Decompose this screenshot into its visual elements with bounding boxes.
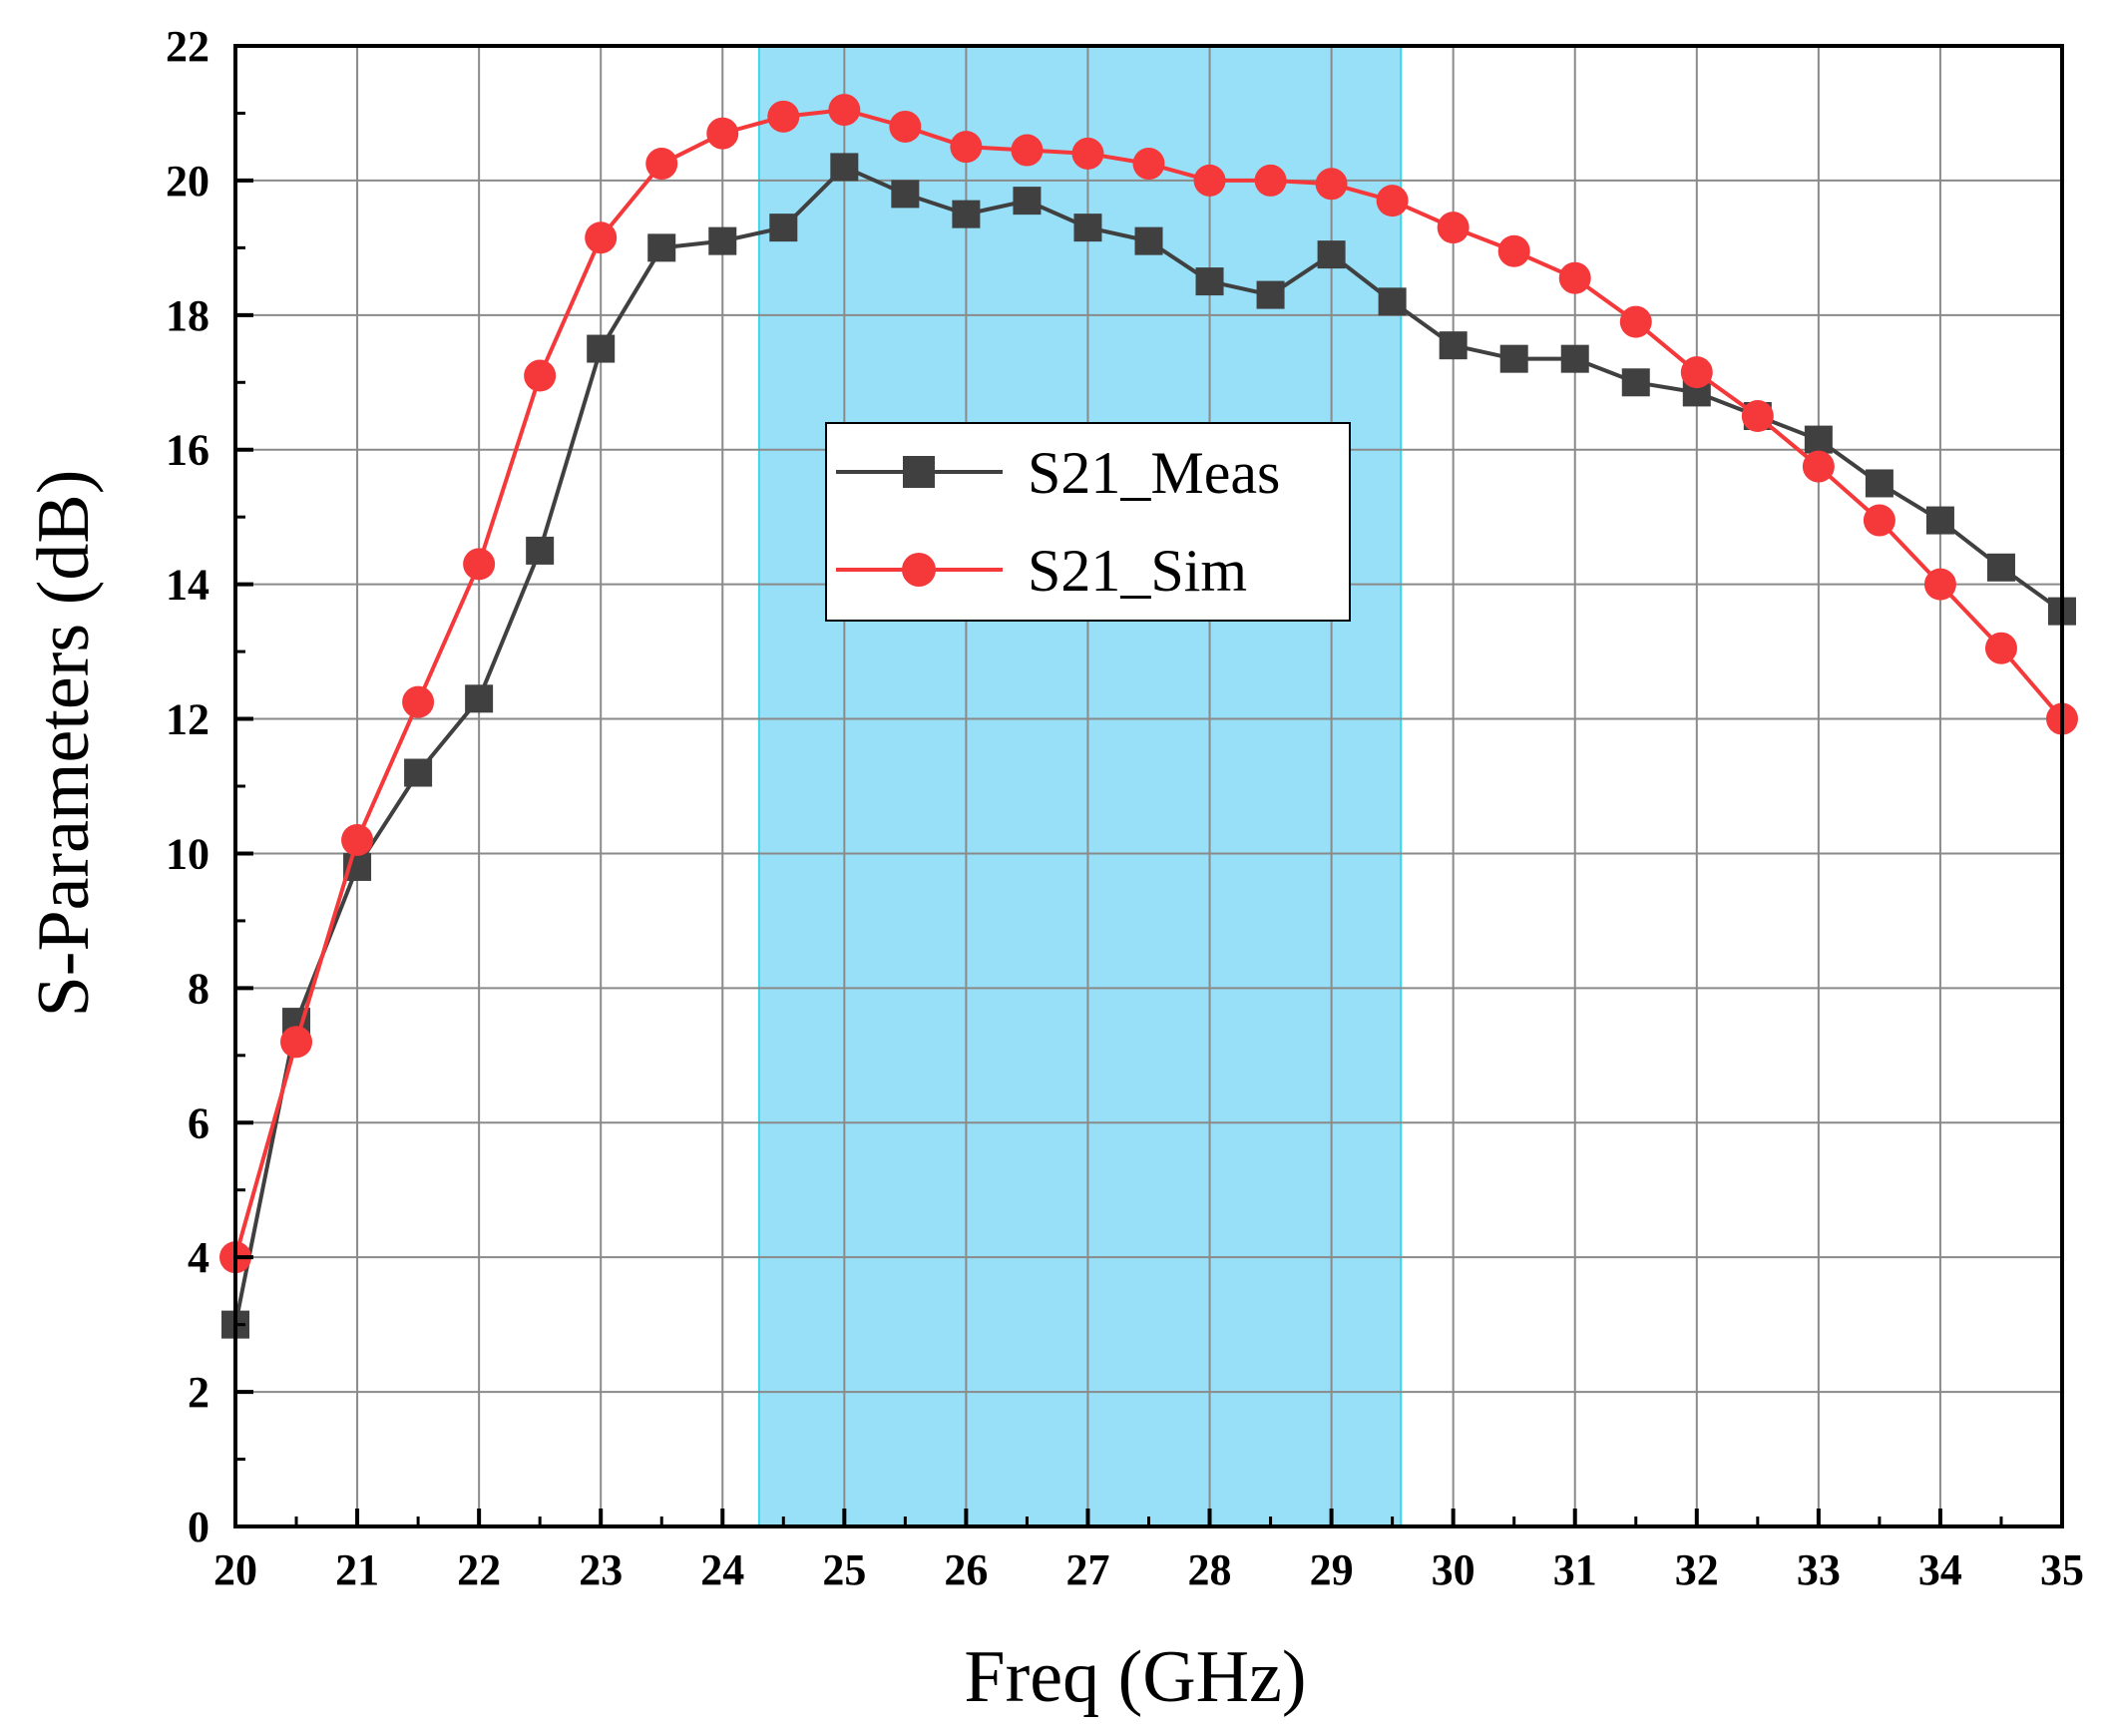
point-s21-meas-14 [1073, 214, 1102, 242]
point-s21-meas-22 [1560, 344, 1589, 373]
y-tick-label-14: 14 [166, 561, 210, 610]
point-s21-meas-9 [769, 214, 798, 242]
point-s21-sim-13 [1011, 134, 1044, 167]
point-s21-meas-3 [404, 758, 433, 787]
point-s21-sim-24 [1680, 356, 1713, 389]
highlight-band [757, 45, 1403, 1527]
point-s21-sim-6 [585, 221, 618, 254]
point-s21-sim-15 [1132, 148, 1165, 181]
point-s21-sim-23 [1619, 305, 1652, 338]
y-tick-label-2: 2 [188, 1368, 210, 1417]
x-tick-label-28: 28 [1188, 1545, 1232, 1594]
y-tick-label-6: 6 [188, 1098, 210, 1147]
point-s21-meas-29 [1986, 553, 2015, 582]
point-s21-meas-4 [465, 684, 494, 713]
point-s21-meas-16 [1195, 267, 1224, 296]
point-s21-sim-21 [1497, 234, 1530, 267]
point-s21-meas-8 [708, 226, 737, 255]
point-s21-sim-28 [1923, 568, 1956, 601]
point-s21-sim-16 [1193, 164, 1226, 197]
point-s21-sim-27 [1863, 504, 1895, 537]
point-s21-sim-14 [1071, 137, 1104, 170]
point-s21-meas-19 [1378, 287, 1407, 316]
series-s21-sim [219, 94, 2078, 1274]
point-s21-sim-26 [1802, 450, 1835, 483]
point-s21-meas-21 [1499, 344, 1528, 373]
point-s21-sim-12 [950, 131, 983, 164]
legend-label-sim: S21_Sim [1028, 538, 1247, 604]
point-s21-meas-20 [1439, 331, 1468, 360]
point-s21-sim-3 [402, 685, 435, 718]
point-s21-sim-10 [828, 94, 861, 127]
point-s21-sim-7 [645, 148, 678, 181]
y-tick-label-20: 20 [166, 157, 210, 206]
legend-label-meas: S21_Meas [1028, 440, 1280, 506]
x-tick-label-25: 25 [822, 1545, 866, 1594]
point-s21-sim-18 [1315, 168, 1348, 201]
y-tick-label-10: 10 [166, 829, 210, 878]
point-s21-sim-1 [280, 1026, 313, 1059]
point-s21-sim-9 [767, 100, 800, 133]
point-s21-sim-11 [889, 110, 922, 143]
point-s21-sim-20 [1437, 212, 1470, 244]
x-axis-title: Freq (GHz) [964, 1636, 1306, 1718]
y-tick-label-12: 12 [166, 695, 210, 744]
point-s21-sim-5 [524, 359, 557, 392]
y-tick-label-0: 0 [188, 1503, 210, 1551]
x-tick-label-34: 34 [1918, 1545, 1962, 1594]
x-tick-label-33: 33 [1797, 1545, 1841, 1594]
y-tick-label-18: 18 [166, 291, 210, 340]
legend: S21_Meas S21_Sim [825, 422, 1351, 622]
point-s21-sim-25 [1741, 400, 1774, 432]
point-s21-meas-11 [891, 180, 920, 209]
point-s21-sim-2 [341, 823, 374, 856]
point-s21-meas-6 [587, 334, 616, 363]
point-s21-meas-13 [1013, 187, 1042, 216]
legend-marker-square-icon [903, 456, 935, 488]
x-tick-label-21: 21 [335, 1545, 379, 1594]
point-s21-sim-29 [1984, 632, 2017, 664]
tick-labels: 20 21 22 23 24 25 26 27 28 29 30 31 32 33 34 3502468101… [166, 22, 2084, 1594]
y-tick-label-8: 8 [188, 964, 210, 1013]
x-tick-label-24: 24 [700, 1545, 744, 1594]
x-tick-label-32: 32 [1675, 1545, 1719, 1594]
x-tick-label-23: 23 [579, 1545, 623, 1594]
x-tick-label-29: 29 [1310, 1545, 1354, 1594]
point-s21-sim-4 [463, 548, 496, 581]
x-tick-label-31: 31 [1553, 1545, 1597, 1594]
x-tick-label-35: 35 [2040, 1545, 2084, 1594]
y-axis-title: S-Parameters (dB) [23, 470, 105, 1018]
point-s21-meas-5 [526, 536, 555, 565]
point-s21-sim-19 [1376, 185, 1409, 217]
y-tick-label-16: 16 [166, 426, 210, 475]
point-s21-sim-8 [706, 117, 739, 150]
point-s21-meas-7 [647, 233, 676, 262]
x-tick-label-20: 20 [213, 1545, 257, 1594]
point-s21-meas-12 [952, 200, 981, 228]
point-s21-meas-15 [1134, 226, 1163, 255]
y-tick-label-22: 22 [166, 22, 210, 71]
point-s21-meas-27 [1865, 469, 1894, 498]
legend-marker-circle-icon [902, 553, 936, 587]
point-s21-meas-28 [1925, 506, 1954, 535]
x-tick-label-27: 27 [1065, 1545, 1109, 1594]
point-s21-meas-23 [1621, 368, 1650, 397]
point-s21-sim-17 [1254, 164, 1287, 197]
y-tick-label-4: 4 [188, 1233, 210, 1282]
axis-ticks [233, 44, 2064, 1528]
point-s21-meas-18 [1317, 240, 1346, 269]
x-tick-label-22: 22 [457, 1545, 501, 1594]
x-tick-label-30: 30 [1432, 1545, 1475, 1594]
point-s21-meas-26 [1804, 425, 1833, 454]
x-tick-label-26: 26 [944, 1545, 988, 1594]
point-s21-meas-17 [1256, 280, 1285, 309]
point-s21-meas-10 [830, 153, 859, 182]
point-s21-sim-22 [1558, 261, 1591, 294]
